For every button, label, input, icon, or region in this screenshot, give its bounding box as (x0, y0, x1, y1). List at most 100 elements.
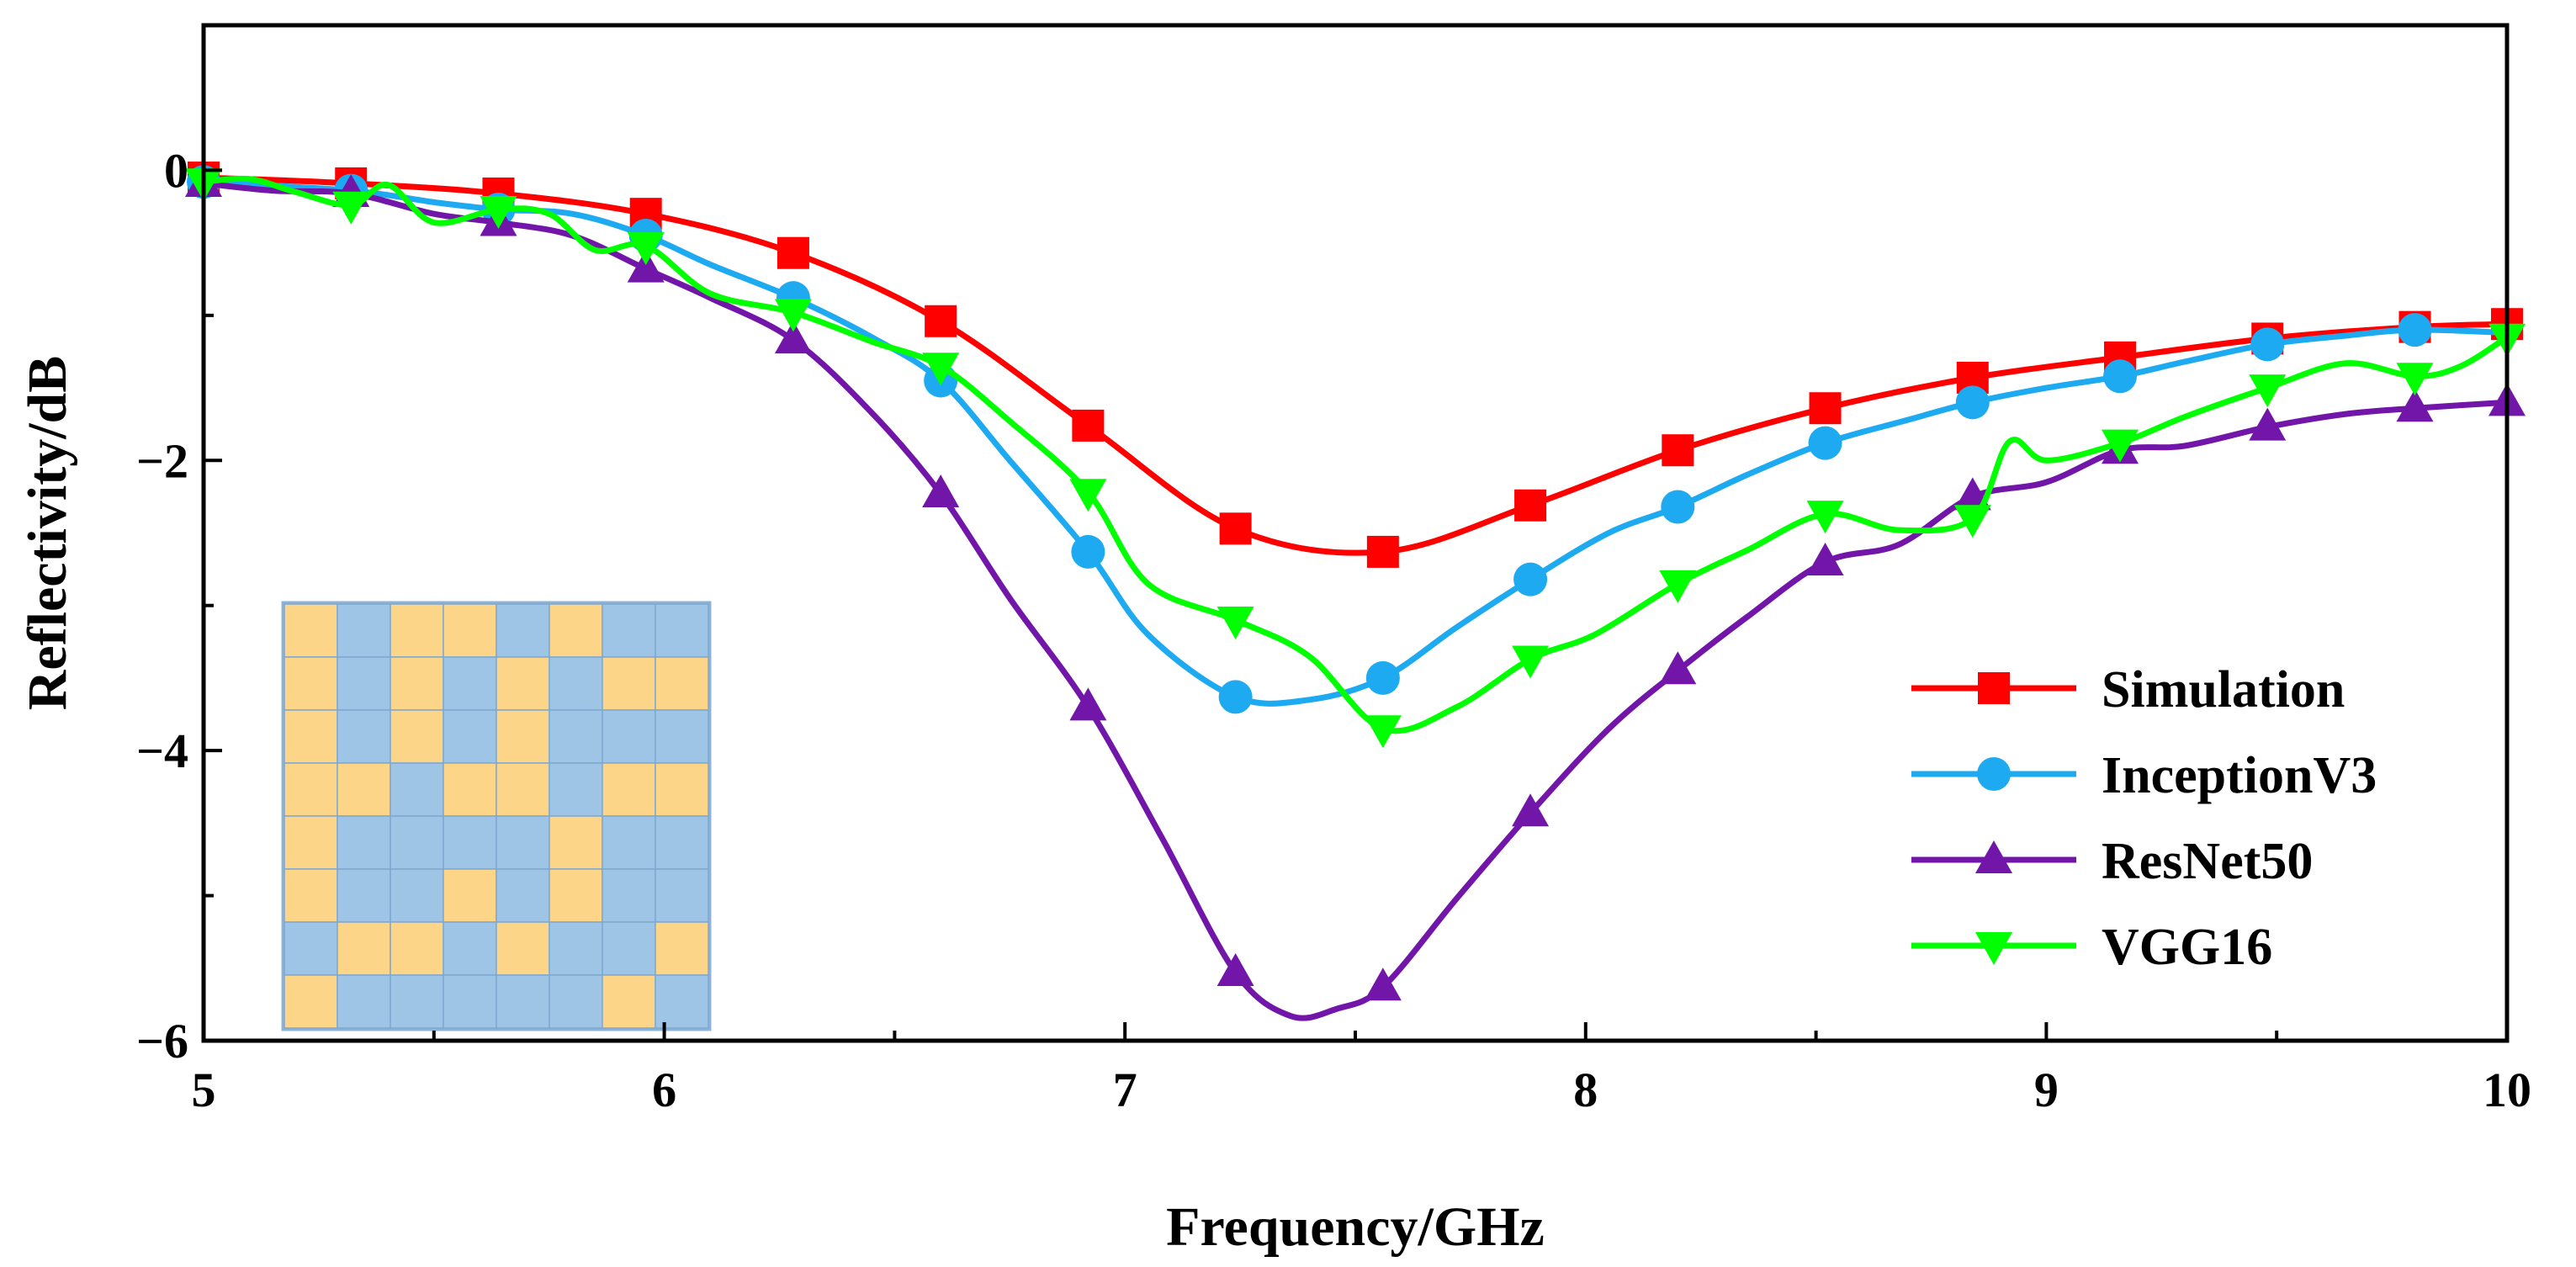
data-point-resnet50 (1216, 952, 1254, 986)
inset-cell-yellow (284, 603, 338, 658)
legend-swatch-marker (1975, 932, 2012, 965)
legend-item-resnet50: ResNet50 (1911, 833, 2313, 890)
legend-item-simulation: Simulation (1911, 661, 2345, 718)
x-tick-label: 8 (1573, 1063, 1598, 1117)
inset-cell-blue (390, 974, 444, 1029)
x-tick-label: 6 (652, 1063, 676, 1117)
data-point-resnet50 (922, 474, 960, 507)
data-point-resnet50 (1364, 967, 1402, 1001)
data-point-inceptionv3 (1365, 660, 1400, 695)
inset-cell-blue (602, 815, 656, 870)
data-point-inceptionv3 (1513, 562, 1548, 596)
data-point-vgg16 (2249, 374, 2287, 408)
data-point-inceptionv3 (1218, 680, 1253, 714)
data-point-simulation (1514, 489, 1547, 522)
inset-cell-yellow (284, 762, 338, 817)
data-point-vgg16 (332, 191, 370, 225)
inset-cell-yellow (284, 815, 338, 870)
inset-cell-yellow (602, 762, 656, 817)
inset-border (281, 601, 712, 1031)
data-point-simulation (777, 236, 809, 269)
inset-cell-blue (602, 709, 656, 764)
legend-label: Simulation (2102, 661, 2345, 718)
series-layer (185, 162, 2526, 1021)
inset-cell-yellow (443, 868, 497, 923)
x-tick-label: 9 (2034, 1063, 2059, 1117)
data-point-inceptionv3 (2250, 327, 2285, 362)
x-tick-label: 7 (1113, 1063, 1137, 1117)
data-point-vgg16 (1659, 570, 1697, 603)
inset-cell-blue (337, 656, 391, 711)
x-axis-title: Frequency/GHz (1166, 1196, 1545, 1258)
inset-cell-blue (390, 815, 444, 870)
data-point-resnet50 (1069, 687, 1107, 721)
data-point-vgg16 (1953, 505, 1991, 538)
data-point-simulation (1072, 409, 1105, 442)
inset-cell-yellow (602, 656, 656, 711)
data-point-vgg16 (1806, 501, 1844, 534)
metasurface-inset (281, 601, 712, 1031)
inset-cell-yellow (284, 974, 338, 1029)
inset-cell-blue (549, 656, 603, 711)
data-point-simulation (925, 305, 957, 337)
inset-cell-yellow (549, 815, 603, 870)
data-point-simulation (1366, 535, 1399, 568)
legend-swatch-marker (1978, 672, 2010, 704)
y-tick-label: 0 (164, 143, 188, 198)
inset-cell-yellow (337, 762, 391, 817)
inset-cell-yellow (284, 868, 338, 923)
inset-cell-blue (655, 974, 709, 1029)
inset-cell-blue (443, 921, 497, 976)
legend-label: ResNet50 (2102, 833, 2313, 890)
inset-cell-blue (655, 815, 709, 870)
data-point-simulation (1662, 434, 1694, 467)
legend-label: InceptionV3 (2102, 747, 2377, 804)
legend-item-vgg16: VGG16 (1911, 919, 2272, 976)
data-point-inceptionv3 (1808, 426, 1842, 460)
data-point-vgg16 (1512, 645, 1550, 679)
inset-cell-blue (443, 974, 497, 1029)
inset-cell-blue (602, 868, 656, 923)
inset-cell-yellow (655, 921, 709, 976)
y-axis-title: Reflectivity/dB (17, 356, 78, 711)
data-point-resnet50 (1806, 542, 1844, 575)
data-point-resnet50 (627, 249, 665, 283)
inset-cell-blue (496, 974, 550, 1029)
inset-cell-blue (443, 656, 497, 711)
inset-cell-yellow (549, 603, 603, 658)
inset-cell-blue (549, 709, 603, 764)
data-point-vgg16 (2102, 429, 2139, 463)
data-point-resnet50 (774, 321, 812, 354)
inset-cell-blue (602, 921, 656, 976)
inset-cell-yellow (602, 974, 656, 1029)
inset-cell-blue (496, 603, 550, 658)
inset-cell-blue (655, 603, 709, 658)
data-point-resnet50 (2396, 389, 2434, 422)
inset-cell-blue (655, 709, 709, 764)
x-tick-label: 10 (2483, 1063, 2531, 1117)
inset-cell-blue (496, 868, 550, 923)
inset-cell-blue (549, 921, 603, 976)
inset-cell-blue (443, 709, 497, 764)
inset-cell-blue (549, 974, 603, 1029)
inset-cell-yellow (390, 921, 444, 976)
series-vgg16 (185, 168, 2526, 749)
data-point-resnet50 (1659, 651, 1697, 685)
data-point-vgg16 (627, 232, 665, 266)
data-point-simulation (1809, 392, 1842, 425)
data-point-vgg16 (1364, 715, 1402, 749)
data-point-inceptionv3 (1661, 490, 1695, 524)
inset-cell-yellow (390, 709, 444, 764)
inset-cell-blue (337, 603, 391, 658)
inset-cell-blue (496, 815, 550, 870)
data-point-vgg16 (1069, 479, 1107, 512)
data-point-vgg16 (922, 353, 960, 386)
inset-cell-blue (390, 762, 444, 817)
inset-cell-yellow (655, 762, 709, 817)
inset-cell-yellow (443, 603, 497, 658)
inset-cell-yellow (549, 868, 603, 923)
data-point-vgg16 (480, 195, 517, 229)
inset-cell-blue (284, 921, 338, 976)
inset-cell-yellow (284, 709, 338, 764)
